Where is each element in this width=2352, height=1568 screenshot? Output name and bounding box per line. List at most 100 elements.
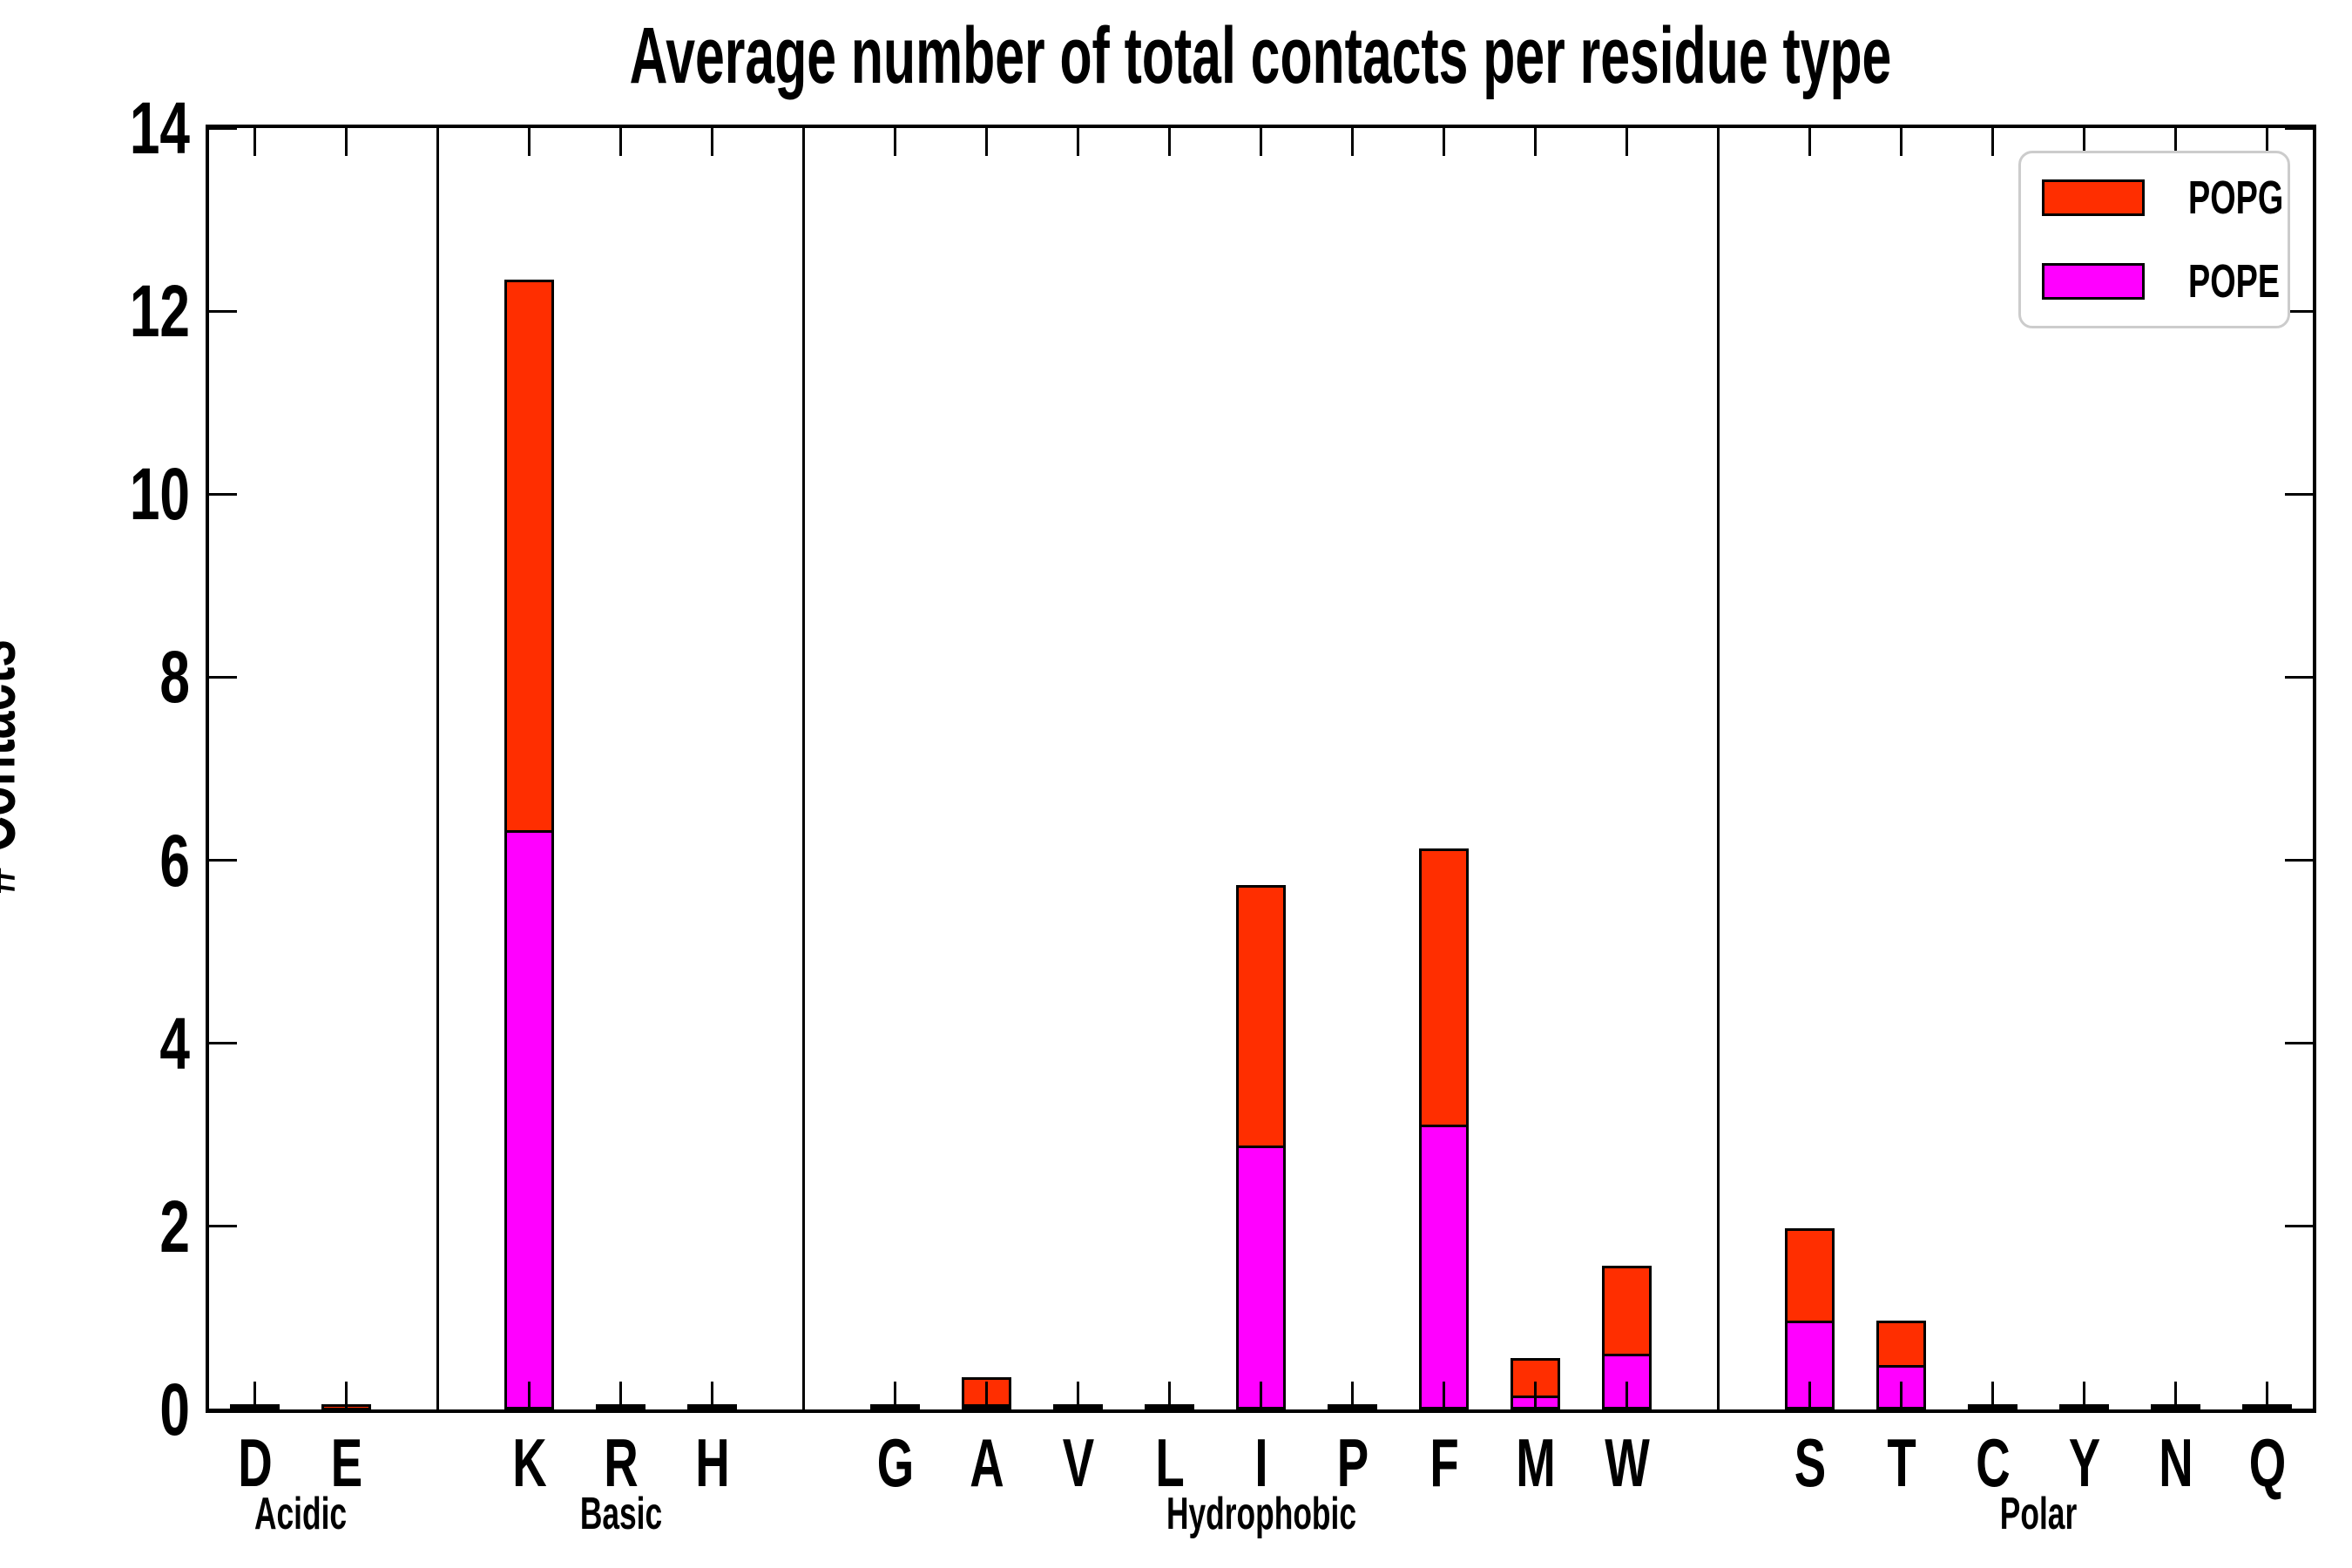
x-tick-label-V: V [1062,1429,1124,1497]
x-tick-label-text: Y [2068,1424,2100,1501]
x-tick-top-K [528,128,531,156]
x-tick-top-C [1991,128,1994,156]
x-tick-top-R [619,128,622,156]
legend-label-text: POPE [2188,255,2281,308]
x-tick-top-F [1443,128,1445,156]
x-tick-label-H: H [695,1429,761,1497]
x-tick-label-text: H [694,1424,730,1501]
group-label-text: Acidic [253,1489,348,1539]
x-tick-bottom-I [1260,1382,1262,1409]
x-tick-top-V [1077,128,1079,156]
x-tick-bottom [1717,1382,1720,1409]
x-tick-top-E [345,128,348,156]
y-tick-label-text: 0 [159,1369,190,1450]
legend-item-popg: POPG [2042,174,2288,221]
y-tick-label-text: 8 [159,636,190,719]
bar-I-popg [1236,884,1286,1149]
x-tick-bottom-C [1991,1382,1994,1409]
x-tick-bottom-D [253,1382,256,1409]
y-tick-left-10 [209,492,237,496]
bar-W-popg [1602,1266,1652,1356]
x-tick-top-H [711,128,713,156]
x-tick-top [802,128,805,156]
x-tick-bottom-W [1625,1382,1628,1409]
x-tick-label-text: A [969,1424,1004,1501]
x-tick-label-text: F [1429,1424,1459,1501]
x-tick-label-N: N [2159,1429,2225,1497]
x-tick-bottom-L [1168,1382,1171,1409]
y-tick-right-8 [2285,675,2313,679]
x-tick-label-text: S [1794,1424,1826,1501]
bar-F-pope [1419,1125,1469,1409]
x-tick-label-text: M [1515,1424,1556,1501]
x-tick-label-T: T [1887,1429,1943,1497]
y-tick-label-text: 6 [159,819,190,902]
y-tick-label-text: 14 [129,87,190,169]
bar-I-pope [1236,1146,1286,1409]
x-tick-label-R: R [604,1429,670,1497]
chart-title: Average number of total contacts per res… [630,11,2352,100]
legend: POPG POPE [2018,151,2290,328]
y-tick-right-6 [2285,859,2313,862]
x-tick-bottom-S [1808,1382,1811,1409]
x-tick-top-N [2174,128,2177,156]
y-tick-left-12 [209,309,237,313]
group-separator [1717,128,1720,1409]
x-tick-label-K: K [512,1429,578,1497]
x-tick-bottom-E [345,1382,348,1409]
x-tick-bottom-K [528,1382,531,1409]
x-tick-bottom-H [711,1382,713,1409]
x-tick-bottom-A [985,1382,988,1409]
x-tick-label-text: Q [2248,1424,2286,1501]
y-axis-label-text: # Contacts [0,639,30,894]
x-tick-label-text: W [1604,1424,1650,1501]
group-label-hydrophobic: Hydrophobic [1166,1491,1541,1537]
x-tick-label-text: N [2158,1424,2193,1501]
x-tick-top [1717,128,1720,156]
y-tick-left-0 [209,1408,237,1411]
y-tick-right-2 [2285,1225,2313,1228]
y-tick-right-12 [2285,309,2313,313]
x-tick-bottom-R [619,1382,622,1409]
y-tick-right-14 [2285,126,2313,130]
y-tick-left-4 [209,1042,237,1045]
y-tick-left-2 [209,1225,237,1228]
x-tick-bottom-P [1351,1382,1354,1409]
legend-swatch-pope [2042,263,2145,300]
x-tick-label-W: W [1605,1429,1692,1497]
x-tick-bottom-Q [2266,1382,2268,1409]
x-tick-bottom-G [894,1382,896,1409]
x-tick-top-M [1534,128,1537,156]
legend-label-pope: POPE [2188,258,2319,305]
y-tick-left-8 [209,675,237,679]
x-tick-label-A: A [970,1429,1036,1497]
x-tick-label-Q: Q [2248,1429,2321,1497]
x-tick-label-D: D [238,1429,304,1497]
x-tick-top-G [894,128,896,156]
x-tick-top-T [1900,128,1903,156]
bar-S-popg [1785,1227,1835,1324]
group-label-text: Hydrophobic [1166,1489,1356,1539]
x-tick-top-P [1351,128,1354,156]
group-label-text: Polar [1999,1489,2078,1539]
group-label-acidic: Acidic [254,1491,436,1537]
legend-swatch-popg [2042,179,2145,216]
x-tick-label-text: V [1062,1424,1094,1501]
x-tick-top-L [1168,128,1171,156]
group-label-text: Basic [579,1489,662,1539]
x-tick-label-C: C [1976,1429,2042,1497]
legend-item-pope: POPE [2042,258,2288,305]
x-tick-label-M: M [1516,1429,1592,1497]
group-separator [802,128,805,1409]
y-tick-left-14 [209,126,237,130]
y-tick-right-0 [2285,1408,2313,1411]
y-tick-label-text: 12 [129,270,190,353]
x-tick-bottom-N [2174,1382,2177,1409]
y-tick-label-text: 2 [159,1185,190,1267]
y-tick-label-text: 4 [159,1002,190,1085]
x-tick-top-A [985,128,988,156]
x-tick-bottom-F [1443,1382,1445,1409]
x-tick-label-G: G [876,1429,949,1497]
x-tick-top-I [1260,128,1262,156]
bar-K-popg [504,280,554,833]
